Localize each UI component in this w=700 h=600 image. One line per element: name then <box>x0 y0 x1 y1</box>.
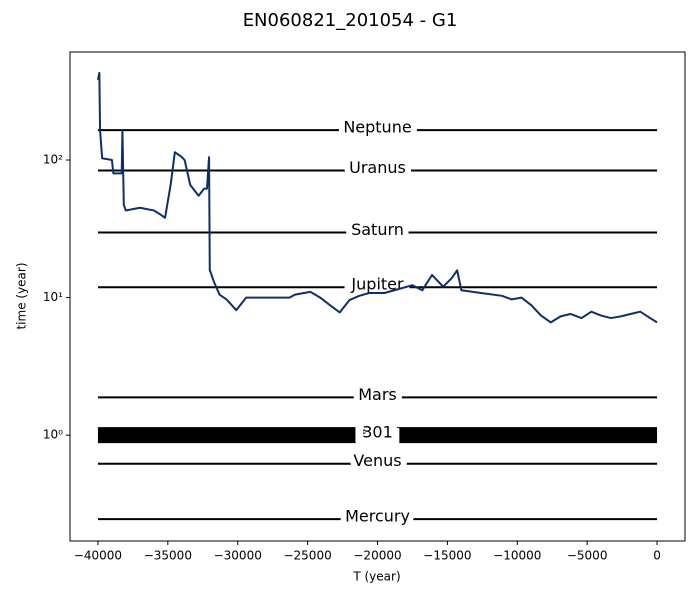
y-axis-label: time (year) <box>15 262 29 329</box>
y-tick-label: 10⁰ <box>43 428 63 442</box>
y-tick-label: 10¹ <box>43 290 63 304</box>
x-tick-label: −10000 <box>493 549 541 563</box>
chart-title: EN060821_201054 - G1 <box>243 10 458 31</box>
y-tick-label: 10² <box>43 153 63 167</box>
reference-label: Venus <box>353 451 401 470</box>
x-tick-label: −35000 <box>144 549 192 563</box>
x-tick-label: −5000 <box>567 549 608 563</box>
x-tick-label: −25000 <box>283 549 331 563</box>
x-tick-label: −20000 <box>353 549 401 563</box>
reference-label: Saturn <box>351 220 404 239</box>
data-line <box>96 71 658 324</box>
plot-frame <box>69 51 686 542</box>
reference-label: Uranus <box>349 158 406 177</box>
x-axis-label: T (year) <box>352 570 400 584</box>
reference-label: Neptune <box>343 118 411 137</box>
reference-label: Jupiter <box>350 275 404 294</box>
x-tick-label: −15000 <box>423 549 471 563</box>
reference-label: Mars <box>358 385 397 404</box>
x-tick-label: −40000 <box>74 549 122 563</box>
x-tick-label: −30000 <box>214 549 262 563</box>
reference-label: Mercury <box>345 507 410 526</box>
reference-label: 301 <box>362 423 393 442</box>
x-tick-label: 0 <box>653 549 661 563</box>
